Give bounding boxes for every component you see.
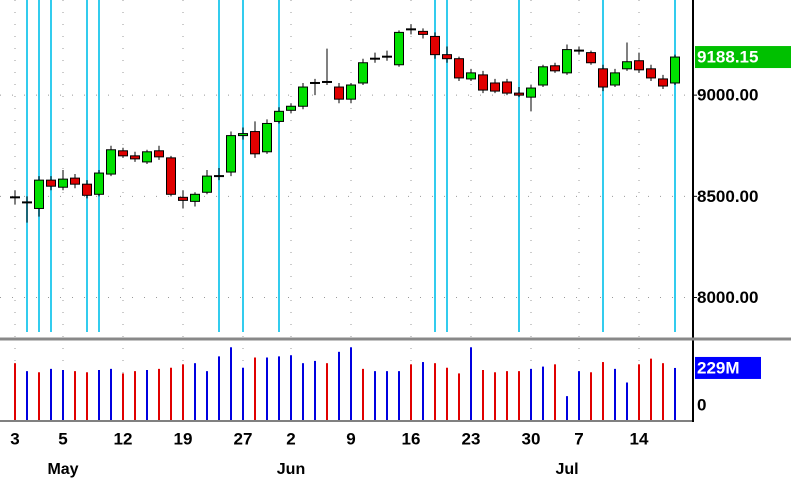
candle-body — [202, 175, 212, 193]
candle-body — [286, 105, 296, 111]
candle-body — [442, 54, 452, 60]
candle-body — [154, 150, 164, 158]
x-tick-label: 5 — [58, 429, 67, 448]
candle-body — [58, 178, 68, 188]
candle-body — [610, 72, 620, 86]
candle-body — [70, 177, 80, 185]
candle-body — [94, 172, 104, 195]
candle-body — [514, 92, 524, 96]
x-tick-label: 27 — [234, 429, 253, 448]
x-tick-label: 14 — [630, 429, 649, 448]
x-tick-label: 12 — [114, 429, 133, 448]
last-price-box — [695, 46, 791, 69]
candle-body — [670, 56, 680, 84]
candle-body — [82, 183, 92, 196]
x-tick-label: 19 — [174, 429, 193, 448]
candle-body — [226, 135, 236, 173]
candle-body — [238, 133, 248, 137]
x-tick-label: 30 — [522, 429, 541, 448]
candle-body — [550, 65, 560, 72]
x-tick-label: 23 — [462, 429, 481, 448]
candle-body — [298, 86, 308, 107]
candle-body — [454, 58, 464, 79]
month-label: Jun — [277, 461, 305, 478]
candle-body — [526, 87, 536, 98]
candle-body — [118, 150, 128, 157]
last-volume-label: 229M — [697, 358, 740, 377]
candle-body — [394, 31, 404, 66]
candle-body — [478, 74, 488, 91]
candle-body — [334, 86, 344, 100]
candle-body — [586, 52, 596, 64]
candle-body — [142, 151, 152, 163]
candle-body — [646, 68, 656, 79]
candle-body — [358, 62, 368, 84]
last-price-label: 9188.15 — [697, 48, 758, 67]
candle-body — [466, 72, 476, 80]
y-tick-label: 8500.00 — [697, 187, 758, 206]
axis-panel — [694, 0, 791, 422]
candle-body — [274, 110, 284, 122]
candle-body — [190, 193, 200, 202]
y2-tick-label: 0 — [697, 395, 706, 414]
x-tick-label: 7 — [574, 429, 583, 448]
y-tick-label: 8000.00 — [697, 288, 758, 307]
candle-body — [106, 149, 116, 175]
candle-body — [418, 30, 428, 35]
last-volume-box — [695, 356, 761, 379]
candle-body — [538, 66, 548, 86]
candle-body — [430, 35, 440, 56]
candle-body — [166, 157, 176, 195]
candle-body — [46, 179, 56, 187]
month-label: Jul — [555, 461, 578, 478]
x-tick-label: 9 — [346, 429, 355, 448]
candle-body — [598, 68, 608, 88]
x-tick-label: 3 — [10, 429, 19, 448]
candle-body — [262, 122, 272, 153]
month-label: May — [47, 461, 78, 478]
candle-body — [634, 60, 644, 71]
x-tick-label: 2 — [286, 429, 295, 448]
candle-body — [658, 78, 668, 87]
candle-body — [250, 131, 260, 155]
candle-body — [178, 196, 188, 201]
candle-body — [622, 61, 632, 70]
candle-body — [346, 84, 356, 100]
x-tick-label: 16 — [402, 429, 421, 448]
y-tick-label: 9000.00 — [697, 86, 758, 105]
candle-body — [130, 155, 140, 160]
candle-body — [502, 81, 512, 94]
candle-body — [562, 49, 572, 74]
candle-body — [490, 82, 500, 92]
candle-body — [34, 179, 44, 209]
